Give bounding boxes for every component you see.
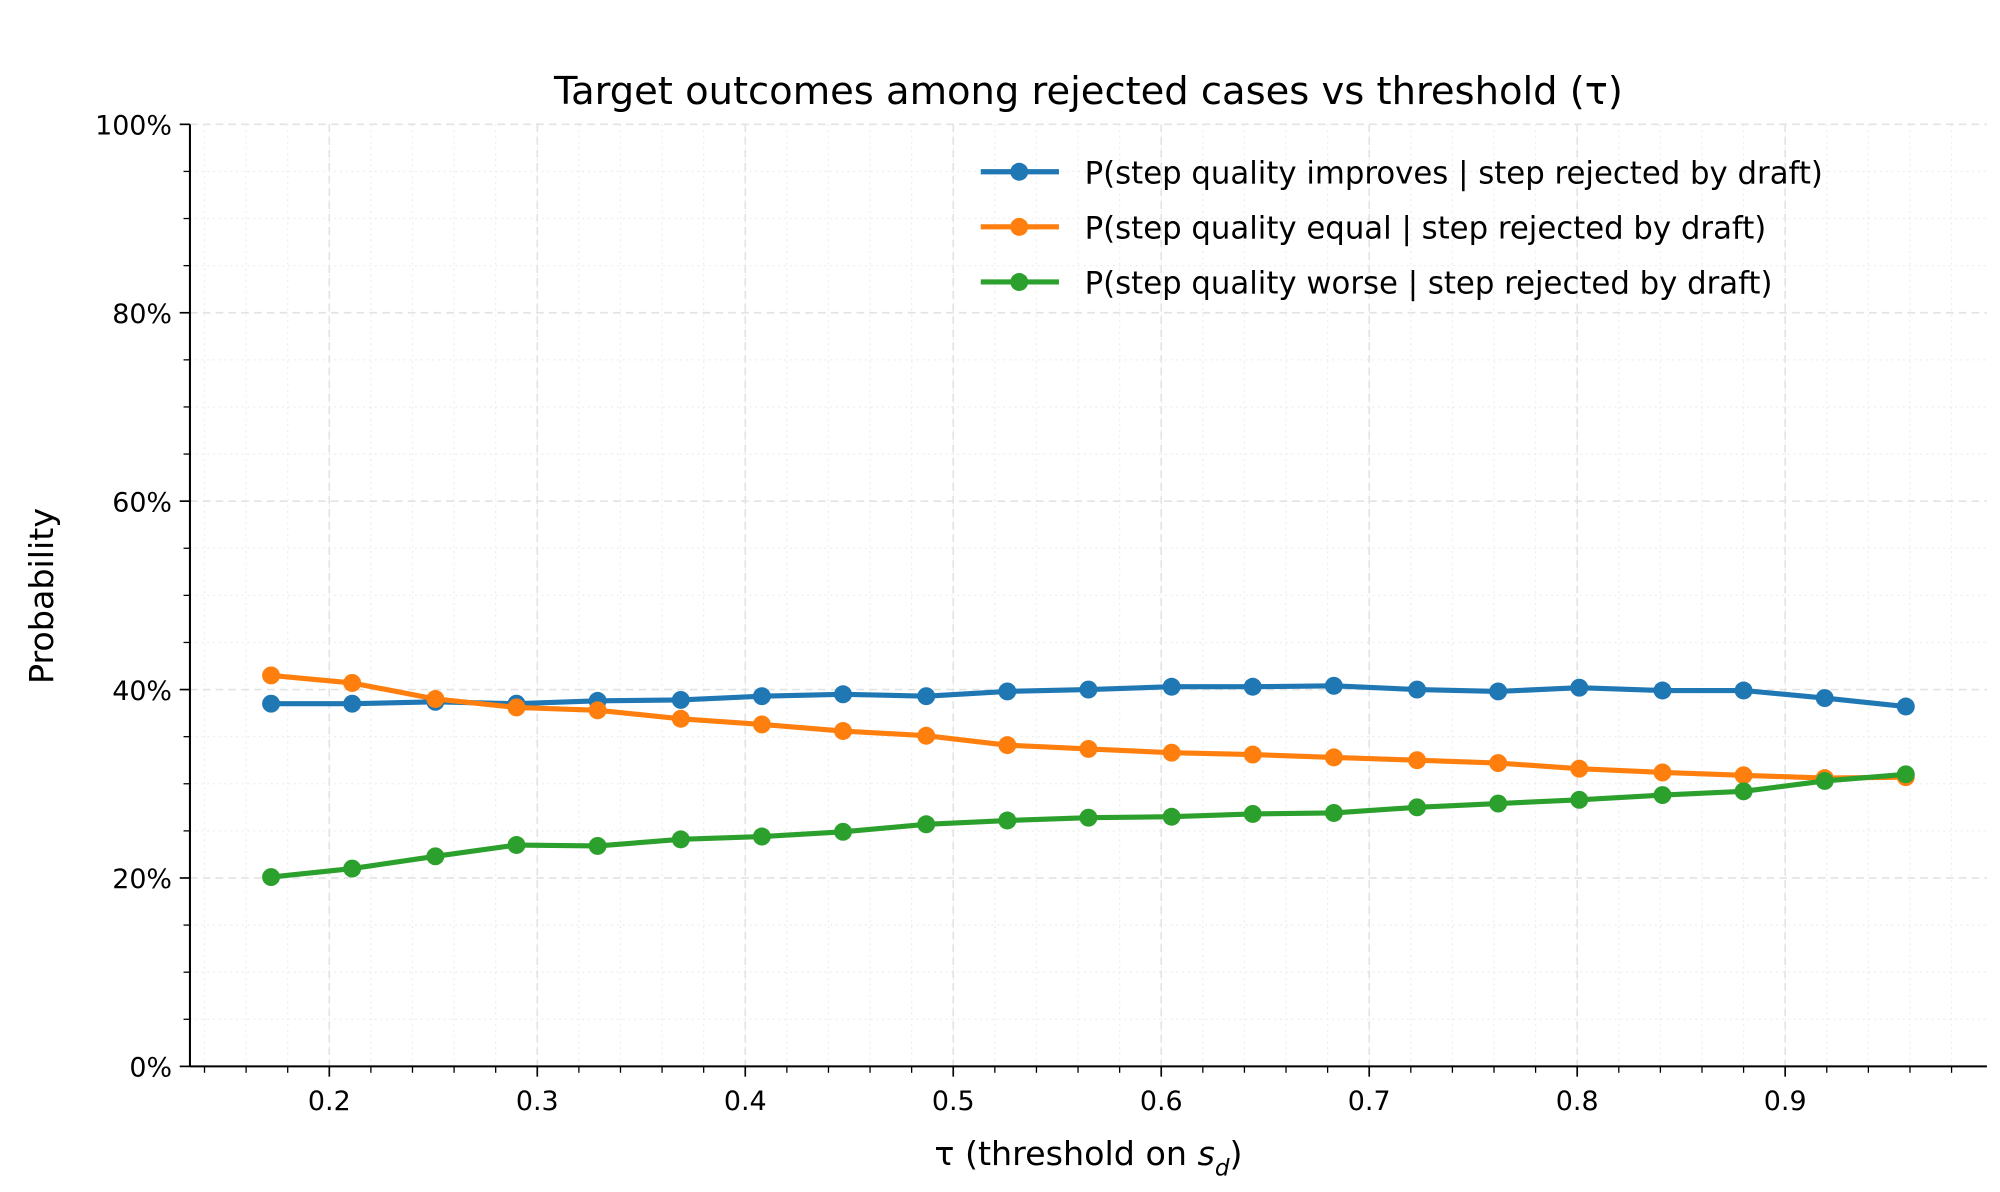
axes: 0.2 0.3 0.4 0.5 0.6 0.7 0.8 0.9 0% 20% 40% 60% 80% 10… [95, 111, 1987, 1117]
y-tick-label: 60% [112, 487, 172, 518]
data-point [426, 690, 445, 708]
data-point [1243, 804, 1262, 823]
legend-label: P(step quality improves | step rejected … [1085, 155, 1823, 191]
data-point [262, 666, 281, 685]
data-point [588, 836, 607, 855]
y-tick-label: 40% [112, 676, 172, 707]
data-point [671, 830, 690, 849]
data-point [752, 715, 771, 734]
data-point [1815, 689, 1834, 708]
data-point [262, 694, 281, 713]
legend-label: P(step quality equal | step rejected by … [1085, 210, 1767, 246]
data-point [1408, 680, 1427, 699]
x-tick-label: 0.3 [516, 1086, 559, 1117]
y-tick-label: 20% [112, 864, 172, 895]
data-point [671, 690, 690, 709]
series-group [262, 666, 1915, 887]
data-point [588, 701, 607, 720]
data-point [343, 694, 362, 713]
data-point [262, 868, 281, 887]
data-point [507, 698, 526, 717]
data-point [998, 682, 1017, 701]
data-point [426, 847, 445, 866]
data-point [1734, 782, 1753, 801]
data-point [1162, 743, 1181, 762]
data-point [752, 827, 771, 846]
x-axis-label-sub: d [1215, 1155, 1230, 1181]
data-point [917, 815, 936, 834]
data-point [1489, 754, 1508, 773]
y-tick-label: 80% [112, 299, 172, 330]
data-point [1408, 751, 1427, 770]
data-point [1162, 677, 1181, 696]
chart-title: Target outcomes among rejected cases vs … [553, 69, 1623, 114]
data-point [998, 736, 1017, 755]
data-point [343, 673, 362, 692]
x-tick-label: 0.7 [1348, 1086, 1391, 1117]
x-tick-label: 0.5 [932, 1086, 975, 1117]
data-point [1653, 681, 1672, 700]
x-tick-label: 0.6 [1140, 1086, 1183, 1117]
data-point [1079, 808, 1098, 827]
x-tick-label: 0.2 [308, 1086, 351, 1117]
data-point [1653, 763, 1672, 782]
data-point [1489, 682, 1508, 701]
legend-label: P(step quality worse | step rejected by … [1085, 266, 1773, 302]
data-point [1653, 786, 1672, 805]
legend-marker [1010, 273, 1029, 291]
data-point [1079, 680, 1098, 699]
data-point [1408, 798, 1427, 817]
x-tick-label: 0.8 [1556, 1086, 1599, 1117]
data-point [834, 685, 852, 704]
data-point [671, 709, 690, 728]
data-point [1324, 748, 1343, 767]
data-point [1896, 765, 1915, 784]
data-point [343, 859, 362, 878]
data-point [752, 687, 771, 706]
data-point [1570, 678, 1589, 697]
x-axis-label-main: τ (threshold on [934, 1134, 1197, 1173]
data-point [1570, 759, 1589, 778]
x-axis-label-end: ) [1230, 1134, 1243, 1173]
x-tick-label: 0.9 [1764, 1086, 1807, 1117]
y-tick-label: 0% [129, 1053, 172, 1084]
data-point [1734, 766, 1753, 785]
data-point [917, 726, 936, 745]
data-point [1734, 681, 1753, 700]
data-point [1324, 804, 1343, 822]
data-point [1489, 794, 1508, 813]
data-point [1243, 745, 1262, 764]
legend-marker [1010, 217, 1029, 236]
legend-marker [1010, 162, 1029, 181]
data-point [1896, 697, 1915, 716]
data-point [917, 687, 936, 706]
data-point [1324, 676, 1343, 695]
y-axis-label: Probability [22, 508, 61, 684]
data-point [1243, 677, 1262, 696]
data-point [998, 811, 1017, 830]
data-point [834, 822, 852, 841]
legend: P(step quality improves | step rejected … [980, 155, 1823, 302]
data-point [1162, 807, 1181, 826]
data-point [1570, 790, 1589, 809]
x-axis-label: τ (threshold on sd) [934, 1134, 1242, 1181]
x-axis-label-var: s [1198, 1134, 1215, 1173]
data-point [507, 836, 526, 854]
data-point [834, 722, 852, 740]
y-tick-label: 100% [95, 111, 172, 142]
data-point [1815, 771, 1834, 790]
x-tick-label: 0.4 [724, 1086, 767, 1117]
data-point [1079, 739, 1098, 758]
